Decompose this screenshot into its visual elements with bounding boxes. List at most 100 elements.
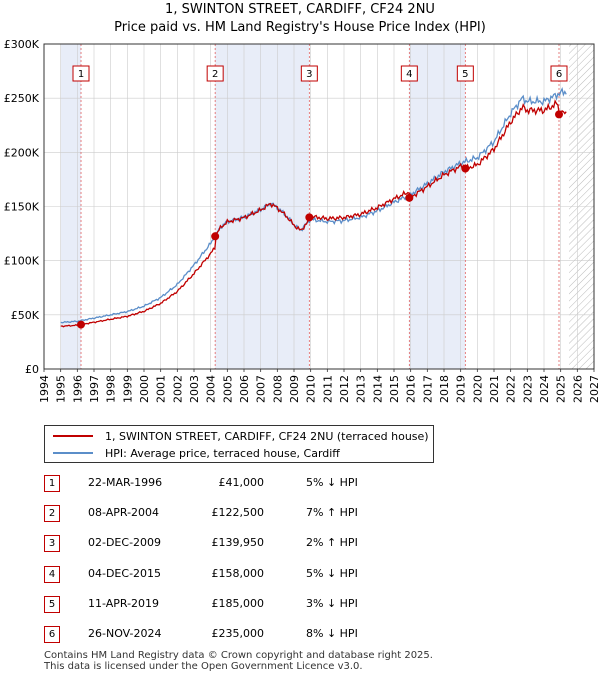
x-tick-label: 2009 xyxy=(288,375,301,403)
x-tick-label: 2004 xyxy=(205,375,218,403)
x-tick-label: 2006 xyxy=(238,375,251,403)
transaction-hpi: 5% ↓ HPI xyxy=(306,476,358,489)
x-tick-label: 2008 xyxy=(271,375,284,403)
y-tick-label: £50K xyxy=(11,309,40,322)
y-tick-label: £150K xyxy=(4,201,40,214)
transaction-number: 1 xyxy=(44,475,60,492)
transaction-hpi: 5% ↓ HPI xyxy=(306,567,358,580)
transaction-number: 5 xyxy=(44,596,60,613)
transaction-hpi: 8% ↓ HPI xyxy=(306,627,358,640)
footer-licence: This data is licensed under the Open Gov… xyxy=(44,661,363,672)
legend-line-property xyxy=(53,435,93,437)
x-tick-label: 1995 xyxy=(55,375,68,403)
x-tick-label: 2013 xyxy=(355,375,368,403)
transaction-price: £158,000 xyxy=(211,567,265,580)
x-tick-label: 1994 xyxy=(38,375,51,403)
x-tick-label: 2017 xyxy=(421,375,434,403)
x-tick-label: 2024 xyxy=(538,375,551,403)
sale-point xyxy=(305,213,314,222)
transaction-price: £185,000 xyxy=(211,597,265,610)
transaction-number: 4 xyxy=(44,566,60,583)
transaction-row: 2 08-APR-2004 £122,500 7% ↑ HPI xyxy=(44,505,444,523)
transaction-date: 11-APR-2019 xyxy=(88,597,160,610)
transaction-price: £139,950 xyxy=(211,536,265,549)
plot-border xyxy=(43,43,595,370)
sale-point xyxy=(77,320,85,329)
y-tick-label: £300K xyxy=(4,38,40,51)
legend-label-hpi: HPI: Average price, terraced house, Card… xyxy=(105,446,340,460)
sale-label: 3 xyxy=(306,69,312,80)
x-tick-label: 1999 xyxy=(121,375,134,403)
y-tick-label: £200K xyxy=(4,146,40,159)
transaction-row: 5 11-APR-2019 £185,000 3% ↓ HPI xyxy=(44,596,444,614)
sale-label: 6 xyxy=(556,69,562,80)
transaction-hpi: 2% ↑ HPI xyxy=(306,536,358,549)
sale-label: 5 xyxy=(462,69,468,80)
x-tick-label: 2005 xyxy=(221,375,234,403)
x-tick-label: 2001 xyxy=(155,375,168,403)
y-tick-label: £100K xyxy=(4,255,40,268)
sale-label-box xyxy=(300,65,318,82)
transaction-date: 22-MAR-1996 xyxy=(88,476,163,489)
transaction-hpi: 7% ↑ HPI xyxy=(306,506,358,519)
transaction-date: 08-APR-2004 xyxy=(88,506,160,519)
transaction-price: £122,500 xyxy=(211,506,265,519)
x-tick-label: 2019 xyxy=(455,375,468,403)
y-tick-label: £0 xyxy=(25,363,39,376)
property-series-line xyxy=(60,99,567,328)
legend-line-hpi xyxy=(53,452,93,454)
x-tick-label: 1996 xyxy=(71,375,84,403)
x-tick-label: 1998 xyxy=(105,375,118,403)
sale-label-box xyxy=(400,65,418,82)
hpi-series-line xyxy=(60,87,567,324)
transaction-number: 2 xyxy=(44,505,60,522)
transaction-row: 1 22-MAR-1996 £41,000 5% ↓ HPI xyxy=(44,475,444,493)
footer-copyright: Contains HM Land Registry data © Crown c… xyxy=(44,650,433,661)
transaction-number: 6 xyxy=(44,626,60,643)
sale-point xyxy=(405,193,414,202)
legend-item-property: 1, SWINTON STREET, CARDIFF, CF24 2NU (te… xyxy=(53,428,429,444)
transaction-date: 26-NOV-2024 xyxy=(88,627,162,640)
x-tick-label: 2012 xyxy=(338,375,351,403)
sale-label: 2 xyxy=(212,69,218,80)
y-tick-label: £250K xyxy=(4,92,40,105)
x-tick-label: 2023 xyxy=(521,375,534,403)
x-tick-label: 2016 xyxy=(405,375,418,403)
transaction-price: £41,000 xyxy=(218,476,265,489)
x-tick-label: 2015 xyxy=(388,375,401,403)
sale-label-box xyxy=(550,65,568,82)
sale-label-box xyxy=(72,65,90,82)
transaction-row: 4 04-DEC-2015 £158,000 5% ↓ HPI xyxy=(44,566,444,584)
sale-point xyxy=(461,164,470,173)
chart-legend: 1, SWINTON STREET, CARDIFF, CF24 2NU (te… xyxy=(44,425,434,463)
chart-title: 1, SWINTON STREET, CARDIFF, CF24 2NU xyxy=(165,2,435,17)
sale-label-box xyxy=(206,65,224,82)
transaction-hpi: 3% ↓ HPI xyxy=(306,597,358,610)
x-tick-label: 2025 xyxy=(555,375,568,403)
x-tick-label: 2027 xyxy=(588,375,600,403)
x-tick-label: 2002 xyxy=(171,375,184,403)
sale-label-box xyxy=(456,65,474,82)
x-tick-label: 2020 xyxy=(471,375,484,403)
price-chart: 1 2 3 4 5 6 £0 £50K £100K £150K £200K £250K £300K 199… xyxy=(4,38,600,403)
x-tick-label: 2007 xyxy=(255,375,268,403)
chart-subtitle: Price paid vs. HM Land Registry's House … xyxy=(114,20,486,35)
x-tick-label: 2000 xyxy=(138,375,151,403)
x-tick-label: 2011 xyxy=(321,375,334,403)
sale-label: 4 xyxy=(406,69,412,80)
x-tick-label: 2003 xyxy=(188,375,201,403)
x-tick-label: 2022 xyxy=(505,375,518,403)
transaction-date: 02-DEC-2009 xyxy=(88,536,162,549)
x-tick-label: 2010 xyxy=(305,375,318,403)
x-tick-label: 2014 xyxy=(371,375,384,403)
x-tick-label: 2026 xyxy=(571,375,584,403)
x-tick-label: 1997 xyxy=(88,375,101,403)
legend-item-hpi: HPI: Average price, terraced house, Card… xyxy=(53,445,340,461)
legend-label-property: 1, SWINTON STREET, CARDIFF, CF24 2NU (te… xyxy=(105,429,429,443)
transaction-row: 6 26-NOV-2024 £235,000 8% ↓ HPI xyxy=(44,626,444,644)
x-tick-label: 2021 xyxy=(488,375,501,403)
sale-point xyxy=(555,110,563,119)
transaction-price: £235,000 xyxy=(211,627,265,640)
x-tick-label: 2018 xyxy=(438,375,451,403)
transaction-number: 3 xyxy=(44,535,60,552)
